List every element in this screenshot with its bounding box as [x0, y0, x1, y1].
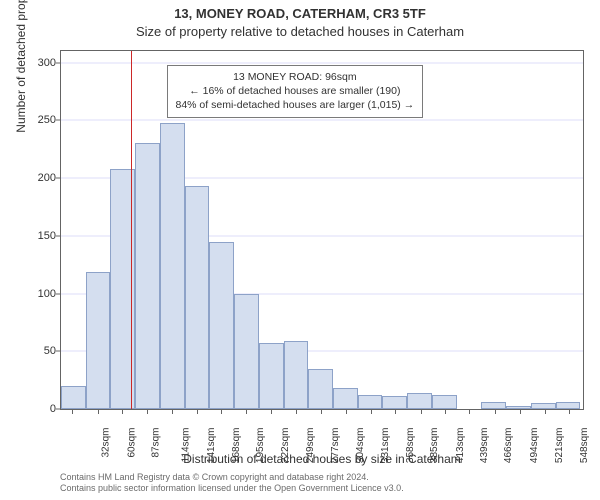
reference-line — [131, 51, 132, 409]
histogram-bar — [86, 272, 111, 409]
xtick-mark — [122, 410, 123, 414]
histogram-bar — [135, 143, 160, 409]
ytick-mark — [56, 235, 60, 236]
xtick-mark — [246, 410, 247, 414]
xtick-mark — [72, 410, 73, 414]
xtick-mark — [321, 410, 322, 414]
histogram-bar — [209, 242, 234, 409]
ytick-mark — [56, 293, 60, 294]
xtick-mark — [545, 410, 546, 414]
credits: Contains HM Land Registry data © Crown c… — [60, 472, 584, 495]
xtick-mark — [520, 410, 521, 414]
histogram-bar — [160, 123, 185, 409]
histogram-bar — [284, 341, 309, 409]
histogram-bar — [531, 403, 556, 409]
histogram-bar — [382, 396, 407, 409]
xtick-mark — [221, 410, 222, 414]
xtick-mark — [147, 410, 148, 414]
ytick-mark — [56, 62, 60, 63]
credits-line2: Contains public sector information licen… — [60, 483, 584, 494]
ytick-label: 200 — [14, 172, 56, 184]
histogram-bar — [61, 386, 86, 409]
xtick-mark — [346, 410, 347, 414]
gridline — [61, 120, 583, 121]
histogram-bar — [506, 406, 531, 409]
ytick-mark — [56, 120, 60, 121]
xtick-mark — [395, 410, 396, 414]
xtick-mark — [296, 410, 297, 414]
histogram-bar — [481, 402, 506, 409]
plot-area: 13 MONEY ROAD: 96sqm ← 16% of detached h… — [60, 50, 584, 410]
ytick-label: 50 — [14, 345, 56, 357]
xtick-mark — [371, 410, 372, 414]
gridline — [61, 62, 583, 63]
histogram-bar — [432, 395, 457, 409]
ytick-mark — [56, 351, 60, 352]
xtick-mark — [569, 410, 570, 414]
histogram-bar — [333, 388, 358, 409]
annotation-line1: 13 MONEY ROAD: 96sqm — [176, 70, 415, 84]
annotation-line2: ← 16% of detached houses are smaller (19… — [176, 84, 415, 98]
annotation-line3: 84% of semi-detached houses are larger (… — [176, 98, 415, 112]
chart-container: 13, MONEY ROAD, CATERHAM, CR3 5TF Size o… — [0, 0, 600, 500]
ytick-mark — [56, 409, 60, 410]
histogram-bar — [185, 186, 210, 409]
histogram-bar — [308, 369, 333, 409]
chart-title-address: 13, MONEY ROAD, CATERHAM, CR3 5TF — [0, 6, 600, 21]
xtick-mark — [98, 410, 99, 414]
chart-subtitle: Size of property relative to detached ho… — [0, 24, 600, 39]
ytick-label: 150 — [14, 230, 56, 242]
histogram-bar — [234, 294, 259, 409]
histogram-bar — [358, 395, 383, 409]
xtick-mark — [421, 410, 422, 414]
histogram-bar — [556, 402, 581, 409]
xtick-mark — [445, 410, 446, 414]
xtick-mark — [469, 410, 470, 414]
histogram-bar — [259, 343, 284, 409]
xtick-mark — [271, 410, 272, 414]
xtick-mark — [172, 410, 173, 414]
xtick-mark — [495, 410, 496, 414]
ytick-label: 250 — [14, 114, 56, 126]
ytick-mark — [56, 178, 60, 179]
annotation-box: 13 MONEY ROAD: 96sqm ← 16% of detached h… — [167, 65, 424, 118]
ytick-label: 0 — [14, 403, 56, 415]
x-axis-label: Distribution of detached houses by size … — [60, 452, 584, 466]
ytick-label: 300 — [14, 57, 56, 69]
ytick-label: 100 — [14, 288, 56, 300]
credits-line1: Contains HM Land Registry data © Crown c… — [60, 472, 584, 483]
xtick-mark — [197, 410, 198, 414]
histogram-bar — [407, 393, 432, 409]
